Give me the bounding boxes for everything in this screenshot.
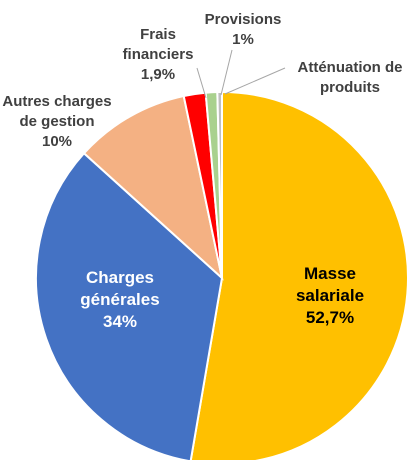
category-name: Autres charges de gestion — [2, 93, 112, 130]
leader-line — [196, 67, 207, 99]
slice-label: Masse salariale 52,7% — [280, 263, 380, 329]
slice-label: Autres charges de gestion 10% — [2, 92, 112, 152]
slice-label: Atténuation de produits — [295, 58, 405, 98]
leader-line — [220, 49, 233, 96]
value-label: 1,9% — [140, 66, 176, 83]
slice-label: Charges générales 34% — [65, 267, 175, 333]
category-name: Provisions — [204, 11, 282, 28]
value-label: 1% — [232, 31, 254, 48]
slice-label: Provisions 1% — [193, 10, 293, 50]
pie-slice — [189, 90, 409, 460]
category-name: Charges générales — [80, 268, 160, 309]
value-label: 34% — [102, 312, 138, 331]
category-name: Masse salariale — [295, 264, 365, 305]
category-name: Atténuation de produits — [297, 59, 403, 96]
category-name: Frais financiers — [122, 26, 194, 63]
leader-line — [224, 67, 286, 95]
value-label: 10% — [41, 133, 73, 150]
slice-label: Frais financiers 1,9% — [113, 25, 203, 85]
value-label: 52,7% — [305, 308, 355, 327]
pie-slice — [35, 151, 224, 460]
pie-slice — [82, 94, 224, 281]
